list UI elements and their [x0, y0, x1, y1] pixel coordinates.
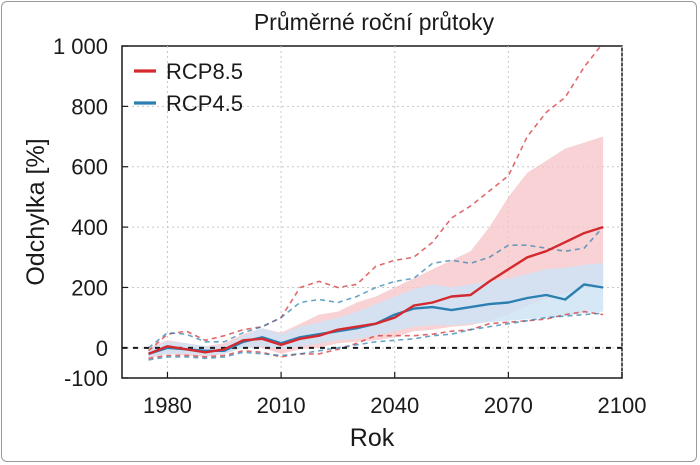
y-tick-label: 1 000 — [53, 34, 108, 59]
y-tick-label: 0 — [96, 336, 108, 361]
y-tick-label: 200 — [71, 275, 108, 300]
rcp45-envelope-lower — [148, 312, 604, 361]
y-tick-label: 800 — [71, 94, 108, 119]
x-tick-label: 2040 — [370, 393, 419, 418]
rcp45-band — [148, 263, 604, 357]
y-tick-label: -100 — [64, 366, 108, 391]
y-tick-label: 600 — [71, 155, 108, 180]
y-tick-label: 400 — [71, 215, 108, 240]
x-tick-label: 2070 — [484, 393, 533, 418]
x-axis-label: Rok — [350, 424, 395, 452]
chart-title: Průměrné roční průtoky — [254, 9, 495, 35]
rcp85-envelope-lower — [148, 310, 604, 360]
rcp85-mean-line — [148, 225, 604, 356]
axis-ticks: 1980 2010 2040 2070 2100 -100 0 200 400 600 800 1 0… — [53, 34, 647, 418]
x-tick-label: 2010 — [257, 393, 306, 418]
rcp85-legend-label: RCP8.5 — [166, 59, 243, 84]
x-tick-label: 2100 — [598, 393, 647, 418]
mean-lines — [148, 225, 604, 356]
rcp45-legend-label: RCP4.5 — [166, 91, 243, 116]
legend: RCP8.5 RCP4.5 — [134, 59, 243, 116]
y-axis-label: Odchylka [%] — [22, 138, 50, 285]
rcp45-envelope-upper — [148, 226, 604, 349]
rcp85-envelope-upper — [147, 46, 602, 352]
x-tick-label: 1980 — [143, 393, 192, 418]
envelope-lines — [147, 46, 604, 361]
